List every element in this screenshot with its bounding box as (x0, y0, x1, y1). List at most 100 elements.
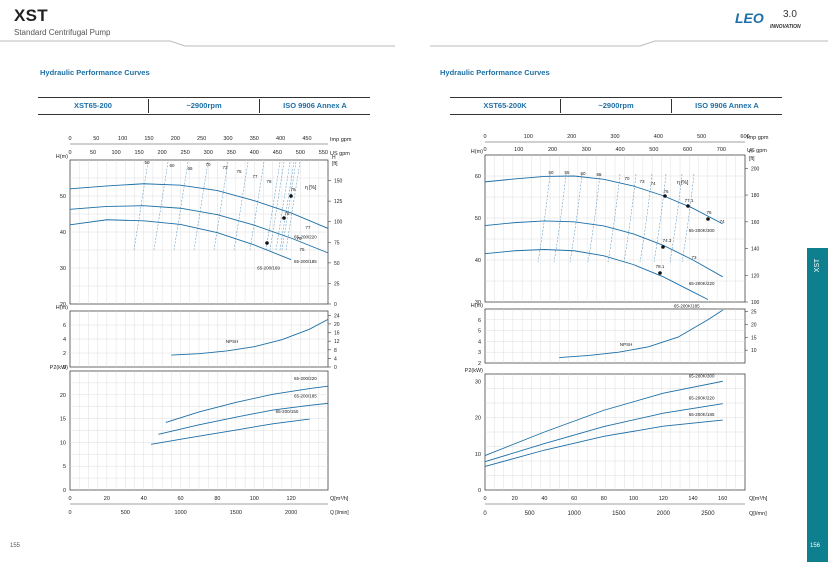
left-imp-tick: 400 (276, 136, 285, 142)
right-head-ylabel: H(m) (471, 149, 483, 155)
left-power-series-line (158, 402, 329, 435)
left-q-tick: 20 (104, 496, 110, 502)
left-eff-label: 76 (284, 211, 290, 216)
right-imp-tick: 400 (654, 134, 663, 140)
left-head-series-label: 65-200/220 (294, 234, 317, 239)
left-power-ytick: 0 (63, 488, 66, 494)
right-eff-label: 74.3 (663, 238, 672, 243)
left-npsh-ytick: 2 (63, 351, 66, 357)
right-eff-label: 74 (650, 181, 656, 186)
left-eff-label: 77 (305, 225, 311, 230)
right-eff-label: 74 (719, 219, 725, 224)
right-bep-dot (663, 194, 667, 198)
right-eff-label: 65 (596, 172, 602, 177)
left-us-tick: 50 (90, 150, 96, 156)
right-head-fttick: 160 (751, 220, 760, 226)
left-head-series-label: 65-200/169 (257, 266, 280, 271)
right-npsh-ylabel: H(m) (471, 303, 483, 309)
right-power-ytick: 0 (478, 488, 481, 494)
right-head-series-label: 65-200K/220 (689, 281, 715, 286)
left-eff-unit: η [%] (305, 185, 317, 191)
right-q-tick: 60 (571, 496, 577, 502)
left-head-yright-label: H (332, 155, 336, 161)
right-imp-tick: 600 (740, 134, 749, 140)
right-q-tick: 140 (688, 496, 697, 502)
right-head-ytick: 60 (475, 174, 481, 180)
model-label: XST65-200 (38, 99, 149, 113)
left-head-ytick: 30 (60, 266, 66, 272)
logo-tagline: INNOVATION (770, 24, 801, 30)
left-power-series-label: 65-200/185 (294, 393, 317, 398)
left-eff-label: 50 (144, 160, 150, 165)
left-imp-tick: 350 (250, 136, 259, 142)
right-imp-tick: 200 (567, 134, 576, 140)
right-bep-dot (658, 271, 662, 275)
right-power-series-line (484, 380, 723, 456)
right-lmin-tick: 500 (525, 511, 536, 517)
left-imp-tick: 150 (144, 136, 153, 142)
left-imp-tick: 100 (118, 136, 127, 142)
right-power-ytick: 10 (475, 452, 481, 458)
left-npsh-series-line (171, 319, 329, 356)
left-us-tick: 350 (227, 150, 236, 156)
right-lmin-tick: 1500 (612, 511, 626, 517)
right-us-tick: 700 (717, 147, 726, 153)
right-npsh-ytick: 2 (478, 361, 481, 367)
left-head-fttick: 125 (334, 199, 343, 205)
left-head-ylabel: H(m) (56, 154, 68, 160)
left-npsh-ytick: 6 (63, 323, 66, 329)
right-imp-label: Imp gpm (747, 135, 769, 141)
right-head-series-line (484, 220, 723, 278)
model-label: XST65-200K (450, 99, 561, 113)
left-us-tick: 500 (296, 150, 305, 156)
right-npsh-label: NPSH (620, 342, 633, 347)
left-head-fttick: 0 (334, 302, 337, 308)
right-eff-label: 50 (548, 170, 554, 175)
right-q-label: Q[m³/h] (749, 496, 768, 502)
header-decoration (0, 40, 828, 47)
right-q-tick: 80 (601, 496, 607, 502)
left-power-ytick: 15 (60, 417, 66, 423)
right-eff-label: 76 (663, 189, 669, 194)
left-eff-label: 65 (187, 166, 193, 171)
left-npsh-fttick: 12 (334, 339, 340, 345)
left-us-tick: 400 (250, 150, 259, 156)
side-tab-label: XST (814, 258, 821, 273)
left-head-ytick: 50 (60, 194, 66, 200)
speed-label: ~2900rpm (149, 99, 260, 113)
section-title-right: Hydraulic Performance Curves (440, 68, 550, 77)
right-npsh-fttick: 15 (751, 335, 757, 341)
left-q-tick: 120 (287, 496, 296, 502)
left-q-tick: 80 (214, 496, 220, 502)
left-lmin-tick: 0 (68, 510, 71, 516)
right-npsh-ytick: 5 (478, 329, 481, 335)
right-imp-tick: 0 (483, 134, 486, 140)
left-lmin-label: Q [l/min] (330, 510, 349, 516)
right-power-series-label: 65-200K/300 (689, 373, 715, 378)
left-head-fttick: 25 (334, 281, 340, 287)
right-npsh-ytick: 6 (478, 318, 481, 324)
left-power-series-label: 65-200/220 (294, 376, 317, 381)
right-q-tick: 40 (541, 496, 547, 502)
left-npsh-ytick: 0 (63, 365, 66, 371)
left-npsh-ytick: 4 (63, 337, 66, 343)
left-head-ytick: 40 (60, 230, 66, 236)
right-power-series-line (484, 403, 723, 463)
left-power-series-line (151, 418, 310, 445)
leo-logo: LEO (735, 10, 764, 26)
right-eff-label: 70 (624, 176, 630, 181)
side-tab[interactable] (807, 248, 828, 562)
right-power-ytick: 30 (475, 379, 481, 385)
right-head-fttick: 100 (751, 300, 760, 306)
right-eff-unit: η [%] (677, 180, 689, 186)
left-eff-label: 75 (236, 169, 242, 174)
right-head-fttick: 140 (751, 247, 760, 253)
left-q-tick: 100 (250, 496, 259, 502)
left-npsh-fttick: 16 (334, 331, 340, 337)
left-lmin-tick: 1500 (230, 510, 242, 516)
right-imp-tick: 300 (610, 134, 619, 140)
right-us-tick: 100 (514, 147, 523, 153)
right-power-series-label: 65-200K/220 (689, 396, 715, 401)
right-power-ylabel: P2(kW) (465, 368, 484, 374)
